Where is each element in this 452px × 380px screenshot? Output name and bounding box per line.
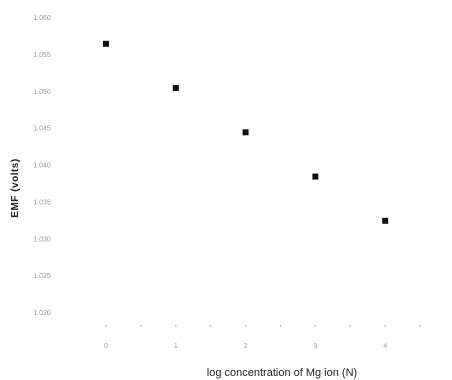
x-minor-tick [349,325,351,327]
data-point [242,129,249,136]
x-tick-label: 0 [104,343,108,350]
x-minor-tick [279,325,282,327]
y-tick-label: 1.055 [33,52,51,59]
x-axis-title: log concentration of Mg ion (N) [207,367,357,379]
y-tick-label: 1.040 [33,163,51,170]
data-point [172,85,179,92]
data-point [103,40,109,47]
y-tick-label: 1.035 [33,199,51,206]
x-minor-tick [384,325,386,327]
y-axis-title: EMF (volts) [10,158,21,217]
x-tick-label: 1 [174,343,178,350]
x-minor-tick [314,325,316,327]
x-minor-tick [105,325,107,327]
y-tick-label: 1.020 [33,310,51,317]
x-minor-tick [175,325,177,327]
x-tick-label: 4 [383,343,387,350]
y-tick-label: 1.030 [33,236,51,243]
x-minor-tick [140,325,142,327]
x-tick-label: 2 [244,343,248,350]
y-tick-label: 1.025 [33,273,51,280]
y-tick-labels: 1.060 1.055 1.050 1.045 1.040 1.035 1.030 1.025… [33,15,51,317]
y-tick-label: 1.060 [33,15,51,22]
data-point [382,217,389,224]
x-minor-tick [245,325,247,327]
x-tick-labels: 012345 [104,343,387,350]
x-tick-label: 3 [313,343,317,350]
y-tick-label: 1.050 [33,89,51,96]
x-minor-ticks [105,325,421,327]
y-tick-label: 1.045 [33,126,51,133]
x-minor-tick [419,325,421,327]
x-minor-tick [210,325,212,327]
data-points [103,40,389,224]
data-point [312,173,319,180]
